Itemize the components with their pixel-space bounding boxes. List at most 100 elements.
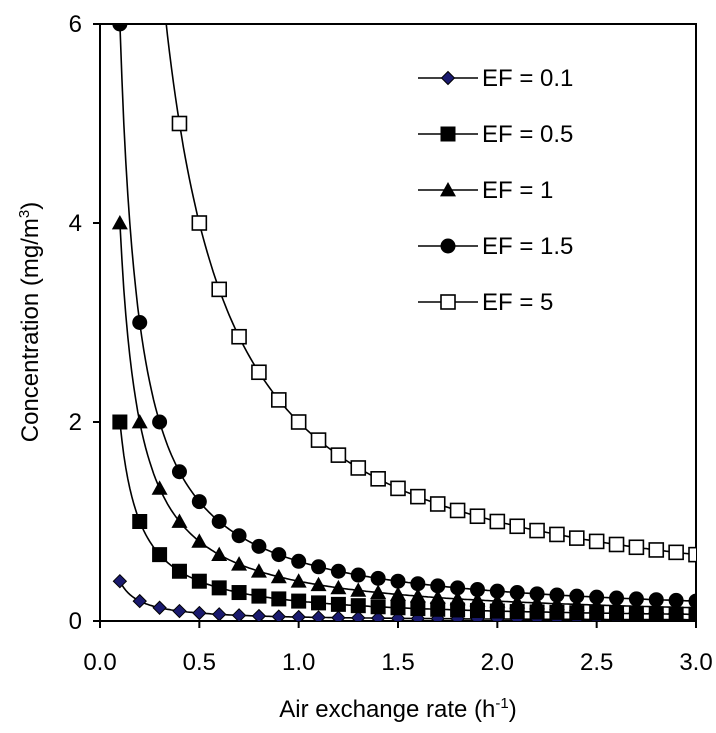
data-point [132, 593, 147, 609]
data-point [410, 488, 426, 505]
data-point [310, 576, 327, 592]
y-tick-label: 2 [69, 409, 82, 436]
data-point [330, 596, 346, 612]
data-point [172, 603, 187, 619]
data-point [390, 586, 406, 601]
data-point [330, 579, 347, 595]
data-point [311, 610, 326, 621]
legend-item: EF = 0.1 [418, 65, 573, 92]
data-point [132, 315, 148, 330]
data-point [211, 281, 227, 298]
data-point [430, 601, 446, 617]
x-tick-label: 1.0 [282, 649, 315, 676]
data-point [628, 591, 644, 607]
data-point [548, 595, 565, 611]
data-point [609, 590, 625, 606]
x-tick-label: 2.5 [580, 649, 613, 676]
data-point [469, 603, 485, 619]
data-point [291, 593, 307, 609]
series-3 [111, 215, 696, 615]
x-tick-label: 0.0 [83, 649, 116, 676]
data-point [529, 522, 545, 539]
data-point [231, 608, 247, 621]
data-point [310, 432, 327, 448]
data-point [251, 608, 267, 621]
data-point [370, 610, 386, 621]
y-tick-label: 6 [69, 11, 82, 38]
data-point [291, 553, 307, 569]
data-point [211, 514, 227, 529]
data-point [231, 585, 247, 601]
data-point [350, 567, 366, 583]
data-point [171, 513, 188, 528]
data-point [489, 593, 506, 608]
data-point [250, 563, 267, 578]
y-axis-title-main: Concentration (mg/m [17, 218, 44, 442]
data-point [390, 573, 406, 589]
y-axis-title-end: ) [17, 202, 44, 210]
data-point [231, 328, 247, 345]
data-point [111, 215, 128, 230]
legend-marker [440, 182, 456, 197]
x-axis-title: Air exchange rate (h-1) [279, 695, 516, 723]
data-point [350, 460, 367, 476]
data-point [112, 24, 128, 32]
legend-marker [440, 294, 456, 310]
data-point [449, 590, 466, 606]
data-point [112, 573, 128, 589]
data-point [330, 447, 347, 463]
data-point [331, 610, 346, 621]
data-point [251, 588, 267, 604]
data-point [509, 518, 526, 535]
data-point [588, 533, 605, 550]
data-point [529, 594, 546, 610]
data-point [350, 582, 367, 597]
data-point [509, 585, 525, 601]
data-point [251, 538, 267, 554]
data-point [390, 600, 406, 616]
legend-label: EF = 0.1 [482, 65, 573, 92]
data-point [211, 607, 227, 621]
data-point [648, 592, 664, 608]
data-point [271, 547, 287, 563]
x-tick-label: 2.0 [481, 649, 514, 676]
data-point [231, 556, 248, 571]
data-point [469, 592, 486, 607]
legend-label: EF = 1.5 [482, 233, 573, 260]
plot-area [99, 23, 697, 622]
data-point [410, 611, 426, 621]
data-point [211, 546, 228, 562]
data-point [251, 364, 267, 381]
data-point [270, 392, 287, 408]
data-point [351, 610, 366, 621]
series-5 [165, 24, 696, 563]
legend-item: EF = 1 [418, 177, 553, 204]
data-point [449, 502, 466, 519]
y-tick-label: 4 [69, 210, 82, 237]
data-point [410, 601, 426, 617]
data-point [509, 594, 526, 609]
legend-marker [440, 238, 456, 254]
data-point [290, 573, 307, 588]
data-point [291, 609, 306, 621]
data-point [569, 588, 585, 604]
data-point [668, 592, 684, 608]
x-axis-title-main: Air exchange rate (h [279, 696, 495, 723]
data-point [409, 588, 426, 603]
y-axis: 0 2 4 6 [69, 11, 100, 635]
y-tick-label: 0 [69, 608, 82, 635]
data-point [191, 533, 208, 548]
data-point [270, 568, 287, 584]
legend-marker [440, 70, 456, 86]
data-point [628, 539, 645, 556]
data-point [489, 513, 506, 530]
x-axis-title-end: ) [509, 696, 517, 723]
data-point [390, 480, 406, 497]
data-point [132, 514, 148, 529]
legend-item: EF = 5 [418, 289, 553, 316]
y-axis-title: Concentration (mg/m3) [16, 202, 44, 442]
data-point [311, 595, 327, 611]
data-point [171, 115, 188, 132]
data-point [549, 587, 565, 603]
data-point [271, 591, 287, 607]
